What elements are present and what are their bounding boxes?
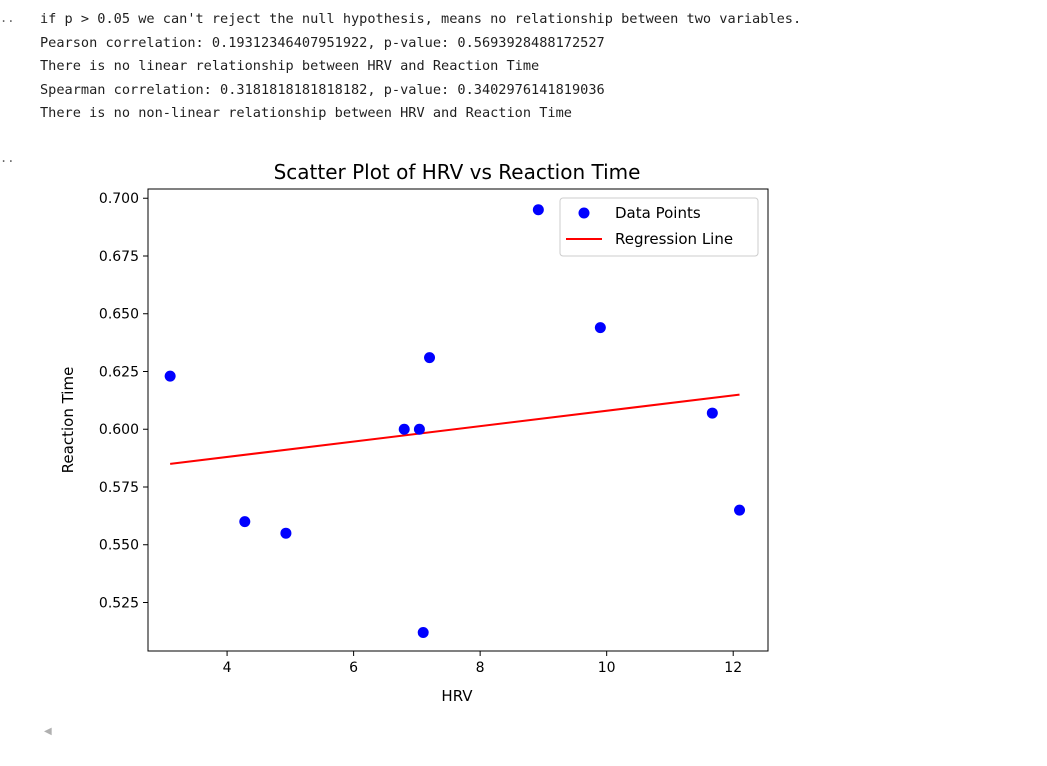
data-point [398,423,410,435]
plot-frame [147,188,769,652]
y-axis-ticks: 0.525 0.550 0.575 0.600 0.625 0.650 0.675 0.700 [99,191,148,611]
y-tick-label: 0.525 [99,595,139,611]
x-tick-label: 6 [349,660,358,676]
output-line: Pearson correlation: 0.19312346407951922… [40,34,605,51]
data-point [532,204,544,216]
regression-line-layer [170,393,740,465]
legend-label-regression-line: Regression Line [615,230,733,248]
legend-marker-data-points [578,207,590,219]
scatter-chart: Scatter Plot of HRV vs Reaction Time 0.5… [59,160,769,705]
x-axis-ticks: 4 6 8 10 12 [223,651,742,676]
data-point [424,352,436,364]
legend-box [559,197,759,257]
x-tick-label: 8 [476,660,485,676]
x-tick-label: 4 [223,660,232,676]
cell-output-text: if p > 0.05 we can't reject the null hyp… [40,8,801,126]
output-line: Spearman correlation: 0.3181818181818182… [40,81,605,98]
chart-title: Scatter Plot of HRV vs Reaction Time [274,160,641,184]
y-tick-label: 0.700 [99,191,139,207]
regression-line [170,393,740,465]
y-tick-label: 0.625 [99,364,139,380]
output-line: There is no linear relationship between … [40,58,540,75]
x-axis-label: HRV [441,687,473,705]
y-tick-label: 0.650 [99,307,139,323]
data-point [413,423,425,435]
data-point [280,527,292,539]
data-point [594,322,606,334]
data-point [706,407,718,419]
x-tick-label: 12 [724,660,742,676]
output-gutter-marker[interactable]: .. [0,11,15,25]
output-line: if p > 0.05 we can't reject the null hyp… [40,11,802,27]
data-point [734,504,746,516]
y-tick-label: 0.600 [99,422,139,438]
output-gutter-marker[interactable]: .. [0,151,15,165]
y-tick-label: 0.675 [99,249,139,265]
legend: Data Points Regression Line [559,197,759,257]
scroll-left-arrow-icon[interactable]: ◀ [44,726,52,737]
output-line: There is no non-linear relationship betw… [40,105,572,122]
data-point [417,627,429,639]
data-point [239,516,251,528]
data-points-layer [164,204,746,639]
data-point [164,370,176,382]
y-axis-label: Reaction Time [59,367,77,474]
legend-label-data-points: Data Points [615,204,701,222]
x-tick-label: 10 [598,660,616,676]
y-tick-label: 0.575 [99,480,139,496]
y-tick-label: 0.550 [99,538,139,554]
